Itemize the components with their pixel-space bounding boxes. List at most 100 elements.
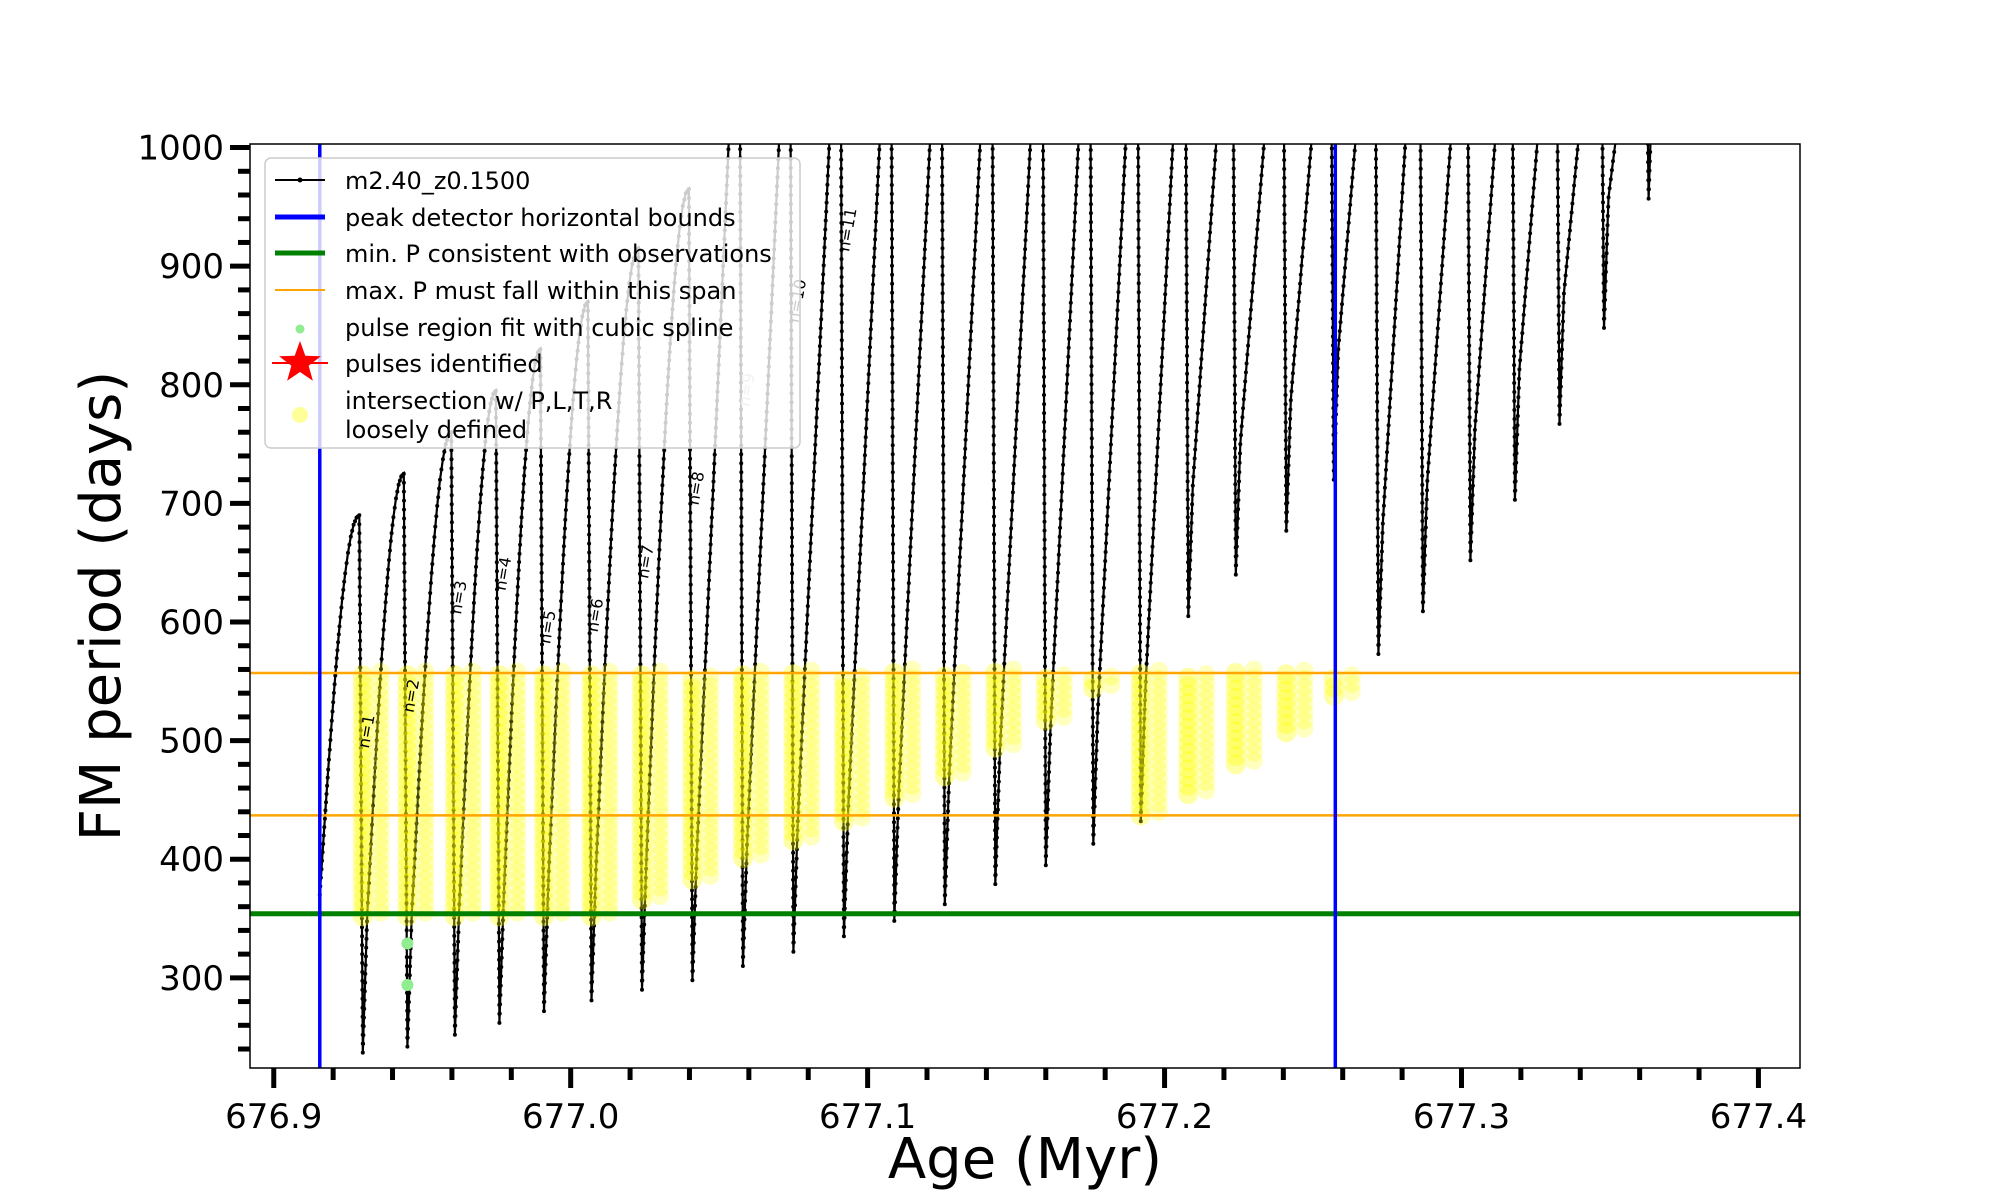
intersection-marker <box>371 737 390 756</box>
series-point <box>1517 376 1522 381</box>
series-point <box>539 454 543 459</box>
series-point <box>325 783 330 788</box>
series-point <box>637 499 642 504</box>
intersection-marker <box>416 828 435 847</box>
series-point <box>1433 362 1438 367</box>
series-point <box>1111 388 1116 393</box>
series-point <box>545 915 550 920</box>
series-point <box>1341 284 1346 288</box>
series-point <box>603 644 608 649</box>
series-point <box>457 902 462 907</box>
series-point <box>740 793 745 798</box>
intersection-marker <box>508 779 527 798</box>
series-point <box>990 218 995 223</box>
series-point <box>590 970 595 975</box>
series-point <box>1041 356 1046 361</box>
series-point <box>539 561 544 566</box>
series-point <box>688 636 693 641</box>
series-point <box>797 783 802 788</box>
series-point <box>992 756 997 761</box>
series-point <box>1105 505 1110 510</box>
series-point <box>1137 595 1142 600</box>
series-point <box>514 619 519 624</box>
series-point <box>404 829 408 834</box>
series-point <box>900 707 905 712</box>
series-point <box>847 785 852 790</box>
series-point <box>860 507 865 512</box>
series-point <box>815 397 820 402</box>
intersection-marker <box>553 895 571 914</box>
intersection-marker <box>553 828 571 847</box>
intersection-marker <box>489 756 510 777</box>
series-point <box>1511 246 1516 251</box>
series-point <box>1430 407 1435 412</box>
series-point <box>839 284 844 289</box>
intersection-marker <box>397 823 418 844</box>
series-point <box>1256 209 1261 214</box>
series-point <box>917 364 922 369</box>
intersection-marker <box>371 754 390 773</box>
series-point <box>957 564 962 569</box>
series-point <box>1306 182 1310 187</box>
series-point <box>453 1014 458 1019</box>
series-point <box>540 767 545 772</box>
series-point <box>1059 507 1063 512</box>
series-point <box>841 862 846 867</box>
series-point <box>1041 212 1046 217</box>
series-point <box>1443 209 1448 214</box>
series-point <box>1041 194 1046 199</box>
series-point <box>1283 384 1288 388</box>
series-point <box>1090 544 1095 549</box>
series-point <box>409 919 414 924</box>
series-point <box>1426 469 1430 474</box>
series-point <box>1042 429 1047 434</box>
series-point <box>1208 221 1213 226</box>
series-point <box>701 695 706 700</box>
series-point <box>1041 230 1046 235</box>
series-point <box>894 844 899 849</box>
series-point <box>1190 502 1195 507</box>
series-point <box>1382 494 1387 499</box>
series-point <box>1284 528 1289 533</box>
series-point <box>470 629 475 634</box>
series-point <box>1140 763 1145 768</box>
intersection-marker <box>352 690 373 711</box>
series-point <box>1008 535 1013 540</box>
series-point <box>612 471 617 476</box>
series-point <box>652 654 657 658</box>
intersection-marker <box>489 848 510 869</box>
series-point <box>1051 660 1056 665</box>
series-point <box>916 382 921 387</box>
series-point <box>1533 167 1538 172</box>
series-point <box>891 703 896 708</box>
series-point <box>940 183 945 188</box>
series-point <box>638 608 643 612</box>
series-point <box>756 590 761 595</box>
series-point <box>603 653 608 658</box>
series-point <box>1094 748 1099 753</box>
series-point <box>1042 483 1047 488</box>
series-point <box>611 489 616 494</box>
series-point <box>1042 447 1047 452</box>
series-point <box>1282 167 1287 171</box>
series-point <box>588 864 593 868</box>
series-point <box>948 753 953 758</box>
series-point <box>540 660 545 665</box>
series-point <box>873 237 878 242</box>
series-point <box>425 628 430 633</box>
series-point <box>363 954 368 959</box>
series-point <box>1256 218 1260 223</box>
series-point <box>690 978 695 983</box>
series-point <box>1467 307 1471 312</box>
series-point <box>613 454 618 459</box>
series-point <box>923 238 928 243</box>
intersection-marker <box>463 745 482 764</box>
intersection-marker <box>416 712 435 731</box>
series-point <box>814 424 819 429</box>
series-point <box>421 702 426 707</box>
series-point <box>650 699 655 704</box>
series-point <box>591 942 596 947</box>
series-point <box>1600 173 1605 178</box>
series-point <box>549 804 554 809</box>
series-point <box>1019 328 1023 333</box>
